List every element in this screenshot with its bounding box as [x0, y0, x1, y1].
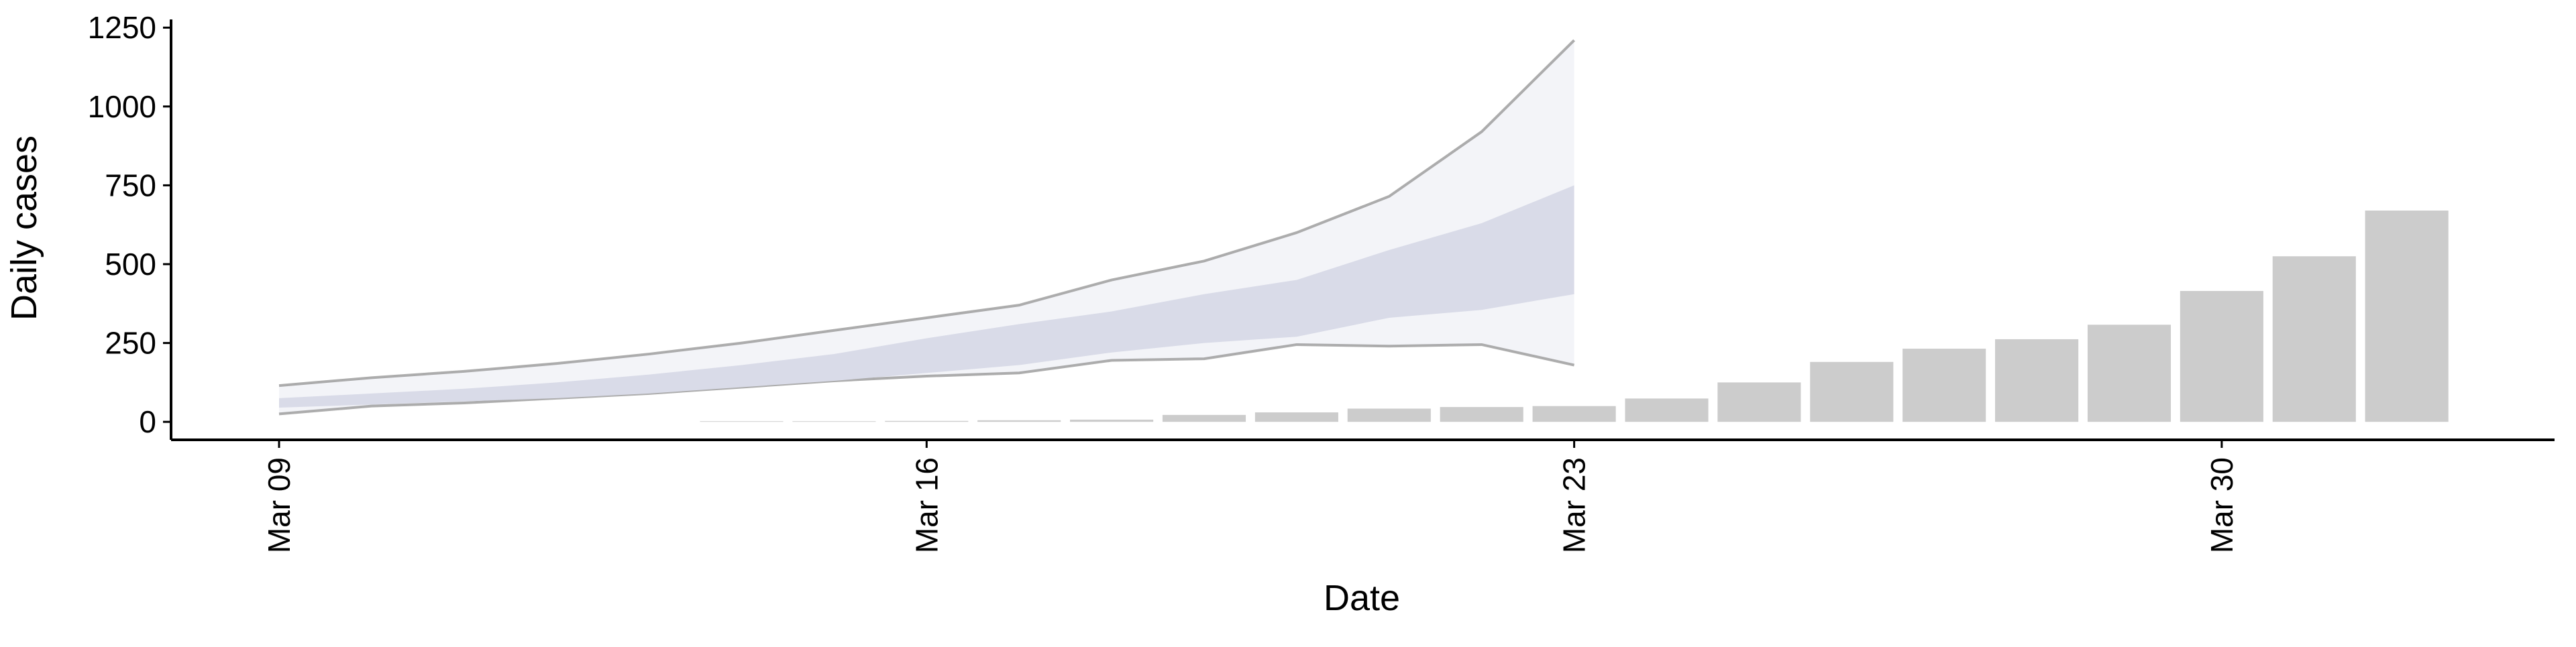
- bar: [1717, 382, 1801, 422]
- x-tick-label: Mar 30: [2204, 457, 2239, 553]
- bar: [2365, 211, 2449, 422]
- y-tick-label: 1250: [88, 10, 156, 45]
- x-axis-title: Date: [1324, 578, 1400, 618]
- bar: [1625, 398, 1709, 422]
- x-tick-label: Mar 09: [262, 457, 297, 553]
- bar: [885, 420, 969, 422]
- bar: [1810, 361, 1894, 422]
- band-edge: [278, 39, 1576, 388]
- bar: [1070, 419, 1154, 422]
- bar: [1162, 414, 1246, 422]
- y-tick-label: 750: [105, 168, 156, 202]
- y-axis-title: Daily cases: [4, 135, 44, 320]
- bar: [700, 421, 784, 422]
- bar: [1532, 406, 1616, 422]
- band: [279, 185, 1574, 408]
- bar: [2180, 290, 2263, 422]
- bar: [1995, 339, 2079, 422]
- bar: [2087, 325, 2171, 422]
- bar: [2272, 256, 2356, 422]
- bar: [792, 421, 876, 422]
- bar: [1254, 412, 1338, 422]
- bar: [1902, 349, 1986, 422]
- y-tick-label: 0: [139, 404, 156, 439]
- bar: [977, 420, 1061, 422]
- bar: [1440, 407, 1523, 422]
- y-tick-label: 250: [105, 326, 156, 361]
- y-tick-label: 500: [105, 247, 156, 282]
- x-tick-label: Mar 23: [1557, 457, 1592, 553]
- band-edge: [278, 343, 1575, 416]
- bar: [1347, 408, 1431, 422]
- x-tick-label: Mar 16: [909, 457, 944, 553]
- y-tick-label: 1000: [88, 89, 156, 124]
